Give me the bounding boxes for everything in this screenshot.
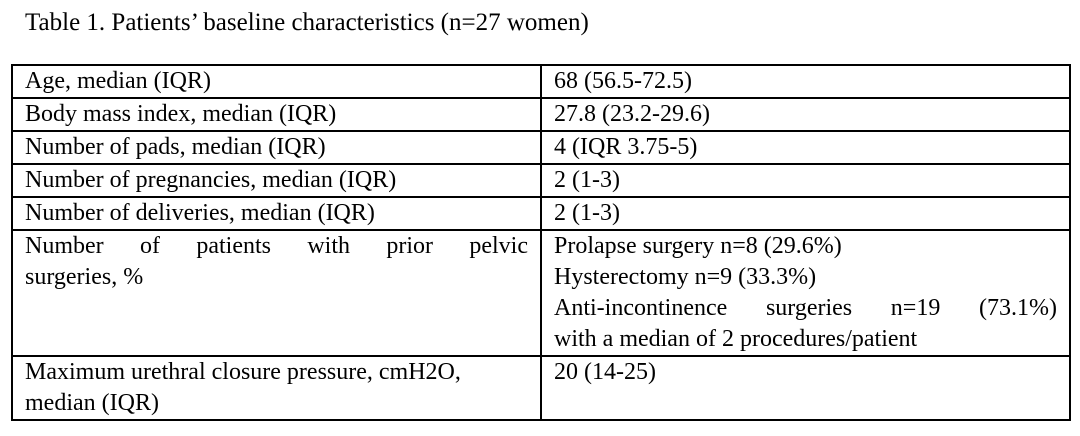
surgery-entry: Hysterectomy n=9 (33.3%) [554,264,817,290]
row-label-line: Number of patients with prior pelvic [25,233,528,259]
row-label: Maximum urethral closure pressure, cmH2O… [11,355,542,421]
table-row-pads: Number of pads, median (IQR) 4 (IQR 3.75… [11,130,1071,165]
table-row-age: Age, median (IQR) 68 (56.5-72.5) [11,64,1071,99]
surgery-entry: Anti-incontinence surgeries n=19 (73.1%) [554,295,1057,321]
row-label: Number of deliveries, median (IQR) [11,196,542,231]
row-value: Prolapse surgery n=8 (29.6%) Hysterectom… [540,229,1071,357]
surgery-entry: Prolapse surgery n=8 (29.6%) [554,233,842,259]
row-label: Body mass index, median (IQR) [11,97,542,132]
table-row-pregnancies: Number of pregnancies, median (IQR) 2 (1… [11,163,1071,198]
row-value: 27.8 (23.2-29.6) [540,97,1071,132]
row-value: 20 (14-25) [540,355,1071,421]
baseline-characteristics-table: Age, median (IQR) 68 (56.5-72.5) Body ma… [11,64,1071,421]
row-label: Number of pads, median (IQR) [11,130,542,165]
row-label-line: median (IQR) [25,390,159,416]
row-value: 4 (IQR 3.75-5) [540,130,1071,165]
row-label-line: Maximum urethral closure pressure, cmH2O… [25,359,461,385]
surgery-entry: with a median of 2 procedures/patient [554,326,918,352]
row-label: Number of pregnancies, median (IQR) [11,163,542,198]
row-value: 68 (56.5-72.5) [540,64,1071,99]
row-label-line: surgeries, % [25,264,144,290]
table-caption: Table 1. Patients’ baseline characterist… [25,9,589,36]
row-value: 2 (1-3) [540,163,1071,198]
table-row-deliveries: Number of deliveries, median (IQR) 2 (1-… [11,196,1071,231]
table-row-prior-surgeries: Number of patients with prior pelvic sur… [11,229,1071,357]
row-label: Number of patients with prior pelvic sur… [11,229,542,357]
table-row-urethral-pressure: Maximum urethral closure pressure, cmH2O… [11,355,1071,421]
row-label: Age, median (IQR) [11,64,542,99]
row-value: 2 (1-3) [540,196,1071,231]
table-row-bmi: Body mass index, median (IQR) 27.8 (23.2… [11,97,1071,132]
